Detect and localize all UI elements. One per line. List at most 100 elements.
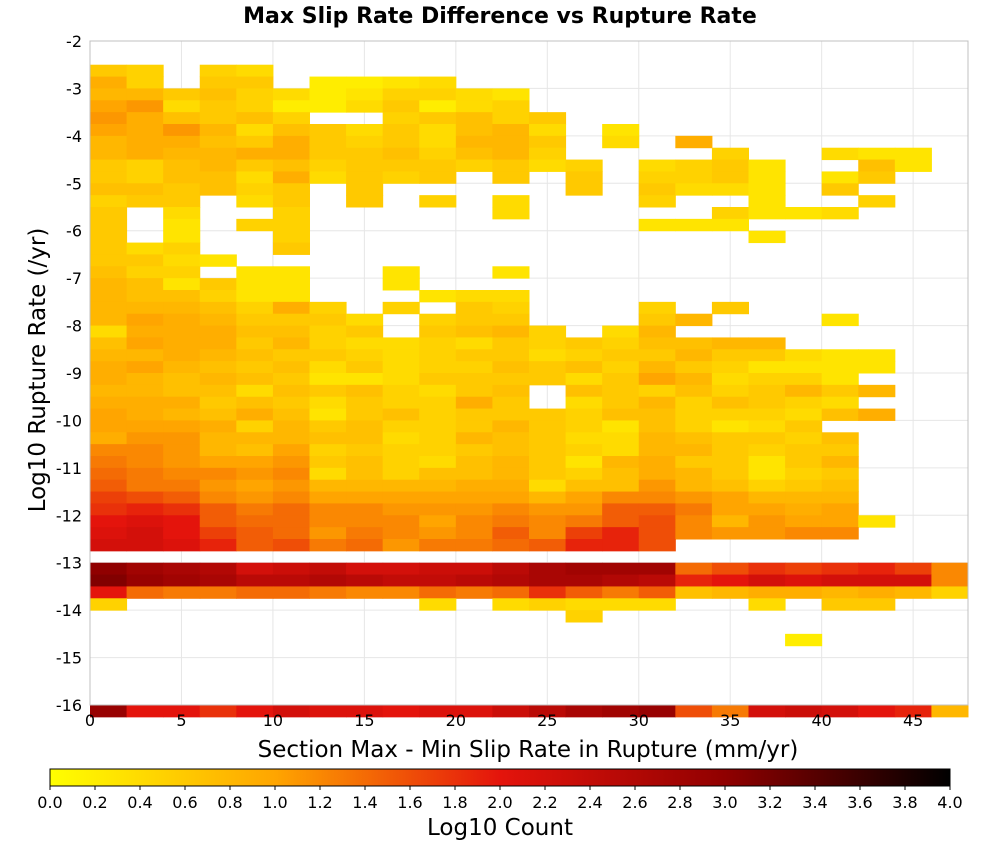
heatmap-cell [638, 479, 676, 493]
y-axis-label: Log10 Rupture Rate (/yr) [25, 228, 51, 513]
heatmap-cell [419, 444, 457, 457]
heatmap-cell [675, 384, 713, 398]
heatmap-cell [90, 361, 128, 374]
heatmap-cell [90, 230, 128, 244]
heatmap-cell [346, 361, 384, 374]
heatmap-cell [126, 88, 164, 101]
colorbar-tick-label: 0.2 [82, 793, 107, 812]
heatmap-cell [858, 586, 896, 599]
heatmap-cell [419, 467, 457, 481]
heatmap-cell [309, 408, 347, 421]
heatmap-cell [309, 562, 347, 576]
heatmap-cell [638, 503, 676, 516]
heatmap-cell [675, 159, 713, 172]
heatmap-cell [455, 301, 493, 315]
heatmap-cell [272, 100, 310, 113]
heatmap-cell [675, 527, 713, 540]
heatmap-cell [163, 396, 201, 410]
colorbar-tick-label: 3.2 [757, 793, 782, 812]
heatmap-cell [602, 361, 640, 374]
heatmap-cell [163, 301, 201, 315]
colorbar-tick-label: 0.8 [217, 793, 242, 812]
heatmap-cell [931, 574, 969, 587]
heatmap-cell [90, 135, 128, 149]
heatmap-cell [419, 76, 457, 89]
heatmap-cell [126, 278, 164, 291]
heatmap-cell [419, 373, 457, 386]
heatmap-cell [90, 207, 128, 220]
heatmap-cell [199, 586, 237, 599]
heatmap-cell [163, 349, 201, 362]
heatmap-cell [309, 337, 347, 350]
colorbar-tick-label: 1.0 [262, 793, 287, 812]
heatmap-cell [529, 574, 567, 587]
heatmap-cell [858, 515, 896, 528]
heatmap-cell [163, 373, 201, 386]
heatmap-cell [529, 432, 567, 445]
heatmap-cell [785, 491, 823, 504]
heatmap-cell [565, 384, 603, 398]
heatmap-cell [309, 313, 347, 327]
x-axis-label: Section Max - Min Slip Rate in Rupture (… [258, 737, 799, 763]
heatmap-cell [346, 325, 384, 338]
heatmap-cell [785, 349, 823, 362]
heatmap-cell [455, 503, 493, 516]
heatmap-cell [602, 586, 640, 599]
heatmap-cell [199, 491, 237, 504]
heatmap-cell [236, 100, 274, 113]
colorbar [49, 768, 951, 787]
heatmap-cell [492, 408, 530, 421]
heatmap-cell [529, 361, 567, 374]
colorbar-tick-label: 3.8 [892, 793, 917, 812]
heatmap-cell [529, 349, 567, 362]
heatmap-cell [565, 373, 603, 386]
heatmap-cell [492, 515, 530, 528]
heatmap-cell [126, 290, 164, 303]
heatmap-cell [638, 574, 676, 587]
heatmap-cell [565, 491, 603, 504]
heatmap-cell [638, 420, 676, 433]
heatmap-cell [675, 456, 713, 469]
heatmap-cell [821, 574, 859, 587]
heatmap-cell [565, 183, 603, 196]
heatmap-cell [309, 325, 347, 338]
heatmap-cell [492, 444, 530, 457]
heatmap-cell [748, 420, 786, 433]
heatmap-cell [382, 574, 420, 587]
heatmap-cell [419, 147, 457, 161]
heatmap-cell [126, 479, 164, 493]
heatmap-cell [748, 515, 786, 528]
heatmap-cell [199, 171, 237, 184]
heatmap-cell [236, 574, 274, 587]
heatmap-cell [309, 515, 347, 528]
heatmap-cell [638, 218, 676, 232]
heatmap-cell [346, 171, 384, 184]
heatmap-cell [675, 467, 713, 481]
heatmap-cell [126, 254, 164, 267]
heatmap-cell [931, 586, 969, 599]
heatmap-cell [711, 491, 749, 504]
heatmap-cell [272, 586, 310, 599]
heatmap-cell [785, 432, 823, 445]
chart-title: Max Slip Rate Difference vs Rupture Rate [243, 4, 757, 29]
heatmap-cell [236, 384, 274, 398]
heatmap-cell [272, 147, 310, 161]
heatmap-cell [346, 88, 384, 101]
heatmap-cell [748, 230, 786, 244]
heatmap-cell [455, 467, 493, 481]
heatmap-cell [309, 479, 347, 493]
heatmap-cell [126, 444, 164, 457]
colorbar-tick-label: 1.8 [442, 793, 467, 812]
y-tick-label: -6 [66, 222, 82, 241]
colorbar-tick-label: 4.0 [937, 793, 962, 812]
heatmap-cell [163, 88, 201, 101]
heatmap-cell [455, 349, 493, 362]
heatmap-cell [272, 183, 310, 196]
heatmap-cell [419, 112, 457, 125]
heatmap-cell [309, 444, 347, 457]
heatmap-cell [309, 705, 347, 718]
heatmap-cell [419, 574, 457, 587]
heatmap-cell [821, 349, 859, 362]
heatmap-cell [602, 515, 640, 528]
heatmap-cell [346, 420, 384, 433]
